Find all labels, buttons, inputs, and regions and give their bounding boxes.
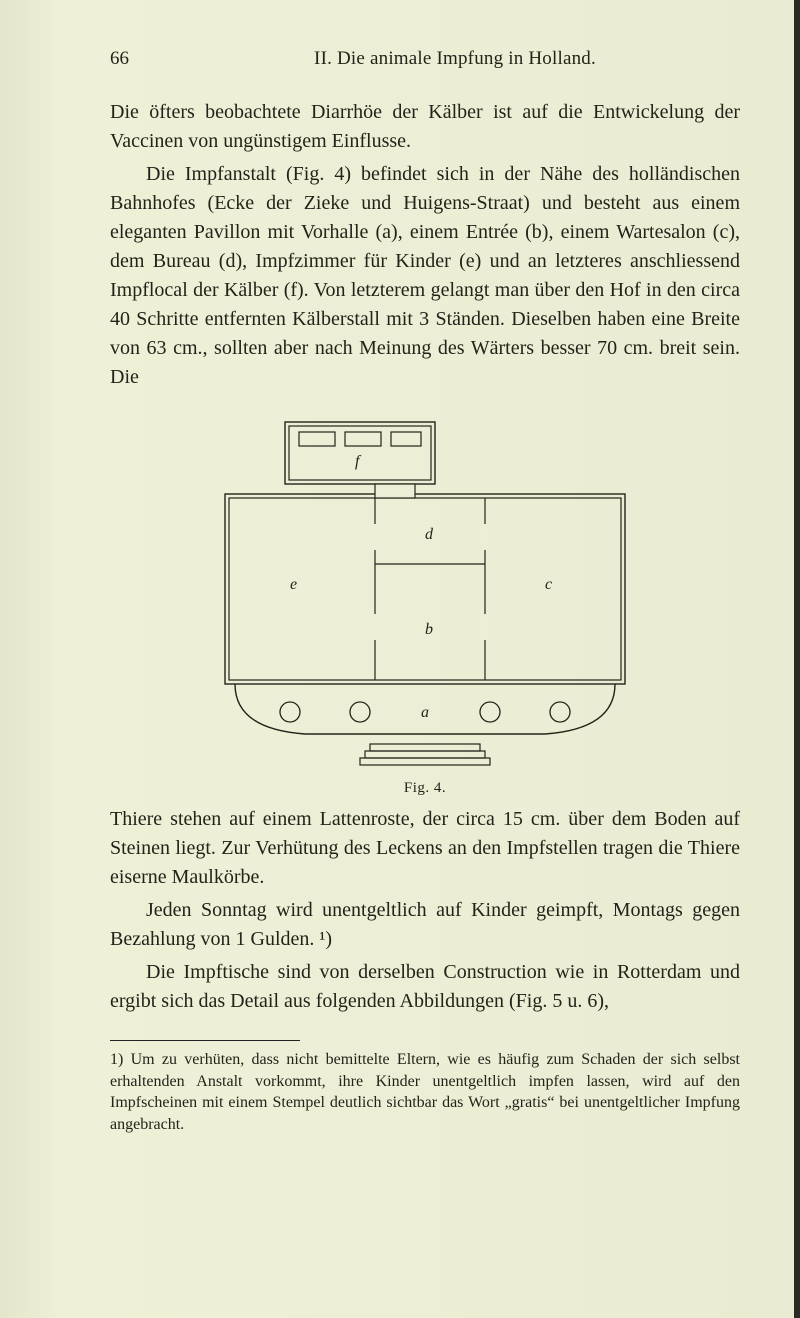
paragraph-3: Thiere stehen auf einem Lattenroste, der… (110, 805, 740, 892)
room-f: f (285, 422, 435, 484)
figure-4-svg: f d b (185, 414, 665, 774)
label-a: a (421, 704, 429, 721)
page-number: 66 (110, 48, 170, 70)
paragraph-4: Jeden Sonntag wird unentgeltlich auf Kin… (110, 896, 740, 954)
steps (360, 744, 490, 765)
footnote-1-text: 1) Um zu verhüten, dass nicht bemittelte… (110, 1051, 740, 1133)
vorhalle-a: a (235, 684, 615, 734)
page-edge-shadow (794, 0, 800, 1318)
figure-caption: Fig. 4. (110, 780, 740, 797)
footnote-rule (110, 1040, 300, 1041)
label-e: e (290, 576, 297, 593)
running-head: 66 II. Die animale Impfung in Holland. (110, 48, 740, 70)
page: 66 II. Die animale Impfung in Holland. D… (0, 0, 800, 1318)
label-c: c (545, 576, 552, 593)
label-f: f (355, 453, 362, 470)
label-d: d (425, 526, 434, 543)
paragraph-1: Die öfters beobachtete Diarrhöe der Kälb… (110, 98, 740, 156)
paragraph-5: Die Impftische sind von derselben Constr… (110, 958, 740, 1016)
running-head-text: II. Die animale Impfung in Holland. (170, 48, 740, 70)
figure-4: f d b (110, 414, 740, 797)
main-block: d b e c (225, 484, 625, 684)
paragraph-2: Die Impfanstalt (Fig. 4) befindet sich i… (110, 160, 740, 392)
footnote-1: 1) Um zu verhüten, dass nicht bemittelte… (110, 1049, 740, 1135)
label-b: b (425, 621, 433, 638)
